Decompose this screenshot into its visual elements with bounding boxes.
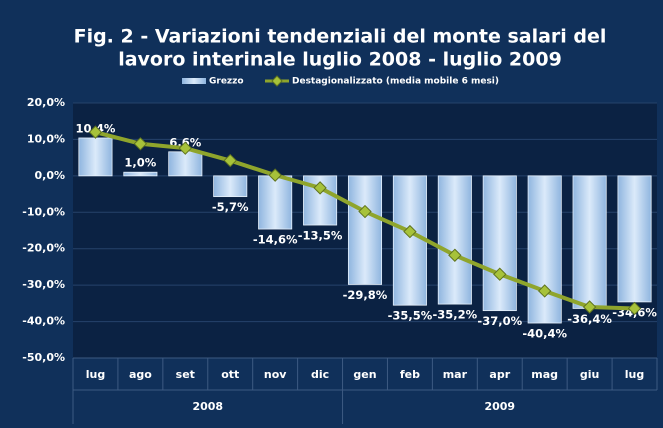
data-label: -35,2% bbox=[433, 308, 478, 322]
group-label: 2008 bbox=[192, 400, 223, 413]
legend-swatch bbox=[182, 78, 206, 84]
y-tick-label: 10,0% bbox=[27, 132, 65, 145]
marker bbox=[358, 204, 372, 219]
marker bbox=[88, 125, 103, 139]
bar bbox=[617, 175, 652, 303]
bar bbox=[527, 175, 562, 324]
x-tick-label: giu bbox=[580, 368, 599, 381]
bar bbox=[482, 175, 517, 312]
x-tick-label: feb bbox=[400, 368, 420, 381]
x-tick-label: lug bbox=[625, 368, 644, 381]
bar bbox=[258, 175, 293, 230]
y-tick-label: -40,0% bbox=[22, 315, 65, 328]
data-label: 1,0% bbox=[124, 156, 156, 170]
x-tick-label: mar bbox=[443, 368, 468, 381]
marker bbox=[313, 181, 327, 195]
y-tick-label: 20,0% bbox=[27, 96, 65, 109]
data-label: -37,0% bbox=[477, 314, 522, 328]
marker bbox=[448, 248, 462, 262]
x-tick-label: ago bbox=[129, 368, 152, 381]
chart-title: Fig. 2 - Variazioni tendenziali del mont… bbox=[74, 26, 607, 48]
x-tick-label: mag bbox=[531, 368, 558, 381]
y-tick-label: -10,0% bbox=[22, 205, 65, 218]
data-label: -29,8% bbox=[343, 288, 388, 302]
legend-swatch bbox=[271, 75, 283, 87]
data-label: -5,7% bbox=[212, 200, 249, 214]
marker bbox=[133, 137, 148, 151]
x-tick-label: set bbox=[176, 368, 195, 381]
data-label: -35,5% bbox=[388, 309, 433, 323]
bar bbox=[168, 151, 203, 177]
data-label: -40,4% bbox=[522, 327, 567, 341]
y-tick-label: -20,0% bbox=[22, 242, 65, 255]
data-label: -13,5% bbox=[298, 229, 343, 243]
x-tick-label: apr bbox=[489, 368, 510, 381]
marker bbox=[582, 300, 597, 314]
marker bbox=[537, 284, 552, 298]
marker bbox=[268, 168, 282, 182]
data-label: -36,4% bbox=[567, 312, 612, 326]
bar bbox=[213, 175, 248, 198]
chart-title: lavoro interinale luglio 2008 - luglio 2… bbox=[118, 49, 562, 71]
marker bbox=[403, 224, 417, 239]
marker bbox=[493, 267, 507, 281]
data-label: -14,6% bbox=[253, 233, 298, 247]
y-tick-label: -50,0% bbox=[22, 351, 65, 364]
bar bbox=[572, 175, 607, 309]
marker bbox=[178, 141, 193, 155]
bar bbox=[123, 171, 158, 177]
group-label: 2009 bbox=[484, 400, 515, 413]
x-tick-label: dic bbox=[311, 368, 329, 381]
y-tick-label: -30,0% bbox=[22, 278, 65, 291]
bar bbox=[437, 175, 472, 305]
y-tick-label: 0,0% bbox=[34, 169, 65, 182]
legend-label: Grezzo bbox=[209, 77, 244, 87]
legend-label: Destagionalizzato (media mobile 6 mesi) bbox=[292, 77, 499, 87]
x-tick-label: nov bbox=[264, 368, 287, 381]
x-tick-label: gen bbox=[353, 368, 376, 381]
bar bbox=[392, 175, 427, 306]
marker bbox=[627, 301, 642, 316]
x-tick-label: ott bbox=[221, 368, 239, 381]
x-tick-label: lug bbox=[86, 368, 105, 381]
marker bbox=[223, 153, 237, 168]
bar bbox=[78, 137, 113, 177]
bar bbox=[347, 175, 383, 285]
